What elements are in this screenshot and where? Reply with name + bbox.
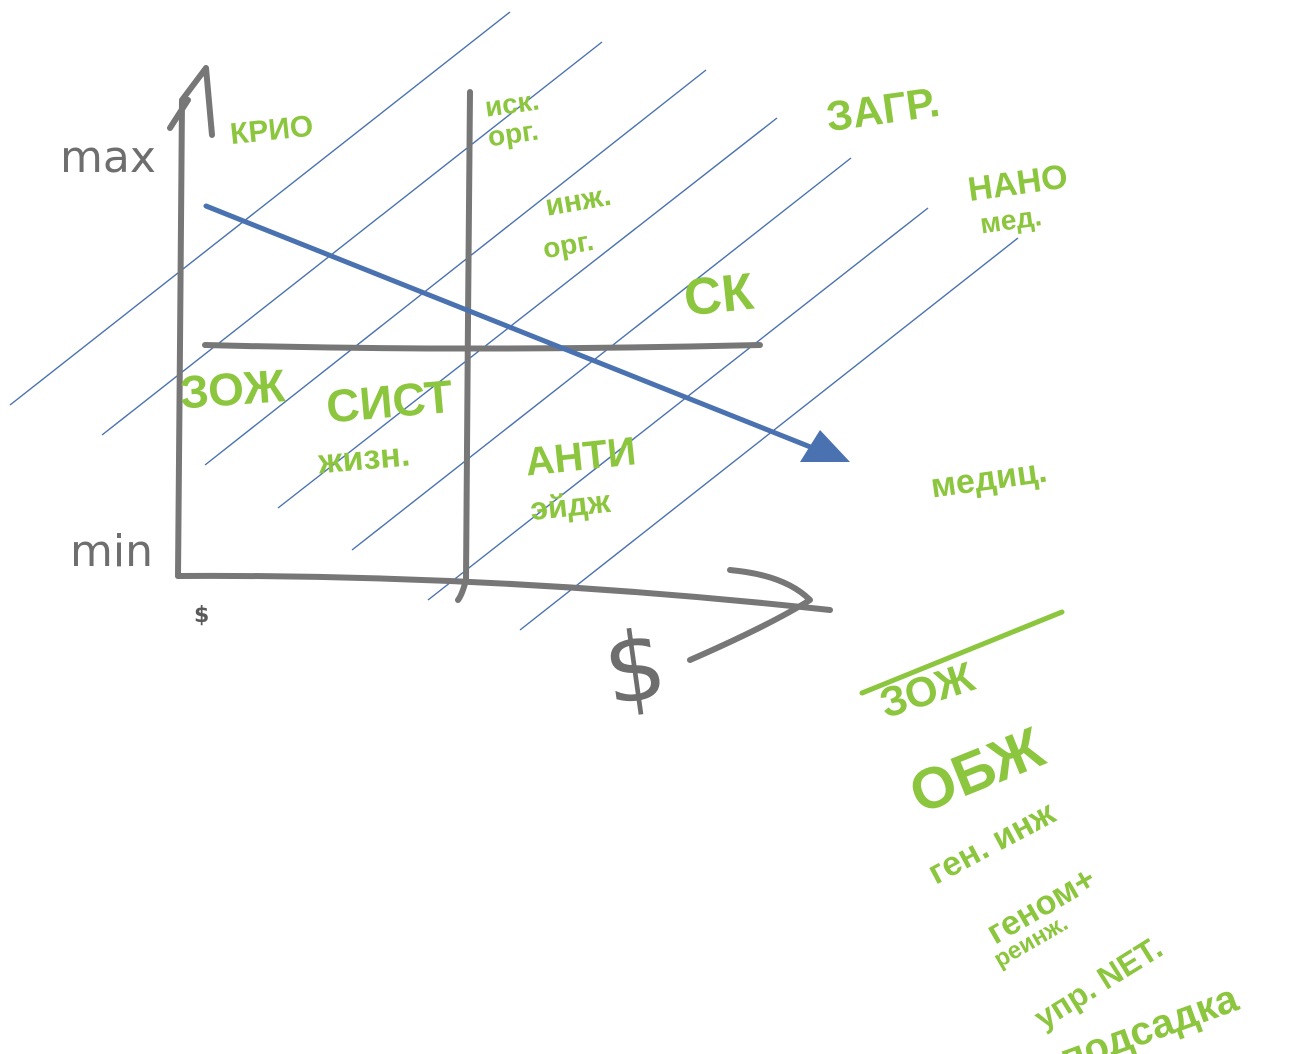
trend-arrow-shaft (203, 203, 841, 461)
x-origin-dollar-label: $ (194, 603, 209, 628)
outside-zagr: ЗАГР. (823, 78, 942, 140)
horizontal-divider (202, 342, 763, 352)
hatch-line (204, 69, 707, 466)
y-axis-arrowhead (167, 97, 191, 131)
vertical-divider (455, 89, 473, 603)
quadrant-tr-isk: иск. (483, 84, 541, 122)
outside-medits: медиц. (928, 452, 1049, 506)
quadrant-bl-zhizn: жизн. (316, 435, 412, 481)
hatch-line (351, 157, 852, 551)
hatch-line (277, 117, 778, 509)
outside-nano: НАНО (966, 158, 1070, 210)
quadrant-tr-inzh: инж. (543, 179, 614, 223)
hatch-line (9, 11, 511, 406)
strike-through-line (859, 609, 1065, 696)
quadrant-tr-sk: СК (681, 263, 756, 328)
quadrant-bl-zozh: ЗОЖ (178, 359, 287, 418)
quadrant-br-eidzh: эйдж (528, 483, 612, 527)
hatch-line (427, 207, 929, 601)
hatch-line (519, 237, 1019, 631)
quadrant-tl-kryo: КРИО (229, 110, 315, 152)
x-axis (175, 572, 833, 613)
quadrant-tr-isk-org: орг. (486, 115, 541, 153)
hatch-lines (9, 11, 1019, 631)
quadrant-tr-inzh-org: орг. (540, 225, 595, 264)
list-struck-item: ЗОЖ (874, 652, 981, 727)
x-axis-dollar-label: $ (597, 608, 673, 727)
axes (167, 65, 833, 663)
quadrant-br-anti: АНТИ (523, 429, 638, 484)
y-min-label: min (70, 526, 153, 577)
quadrant-bl-sist: СИСТ (324, 370, 455, 433)
x-axis-arrowhead (687, 567, 813, 663)
y-axis (175, 65, 215, 579)
side-list: ЗОЖ ОБЖ ген. инж геном+ реинж. упр. NET.… (859, 609, 1244, 1054)
y-max-label: max (60, 132, 156, 183)
trend-arrow (203, 203, 841, 461)
trend-arrow-head (800, 430, 850, 462)
hatch-line (101, 41, 603, 436)
